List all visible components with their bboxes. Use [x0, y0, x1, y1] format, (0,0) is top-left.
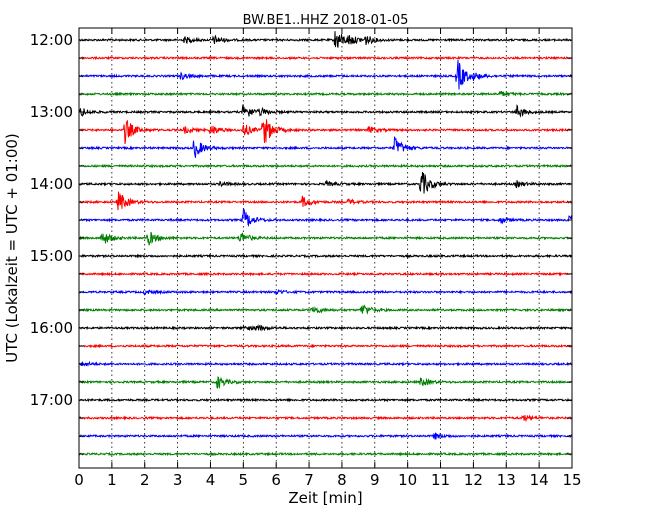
x-tick-label: 2 [140, 471, 150, 489]
x-tick-label: 4 [206, 471, 216, 489]
trace-1315 [78, 119, 573, 144]
x-tick-label: 14 [530, 471, 549, 489]
x-tick-label: 12 [464, 471, 483, 489]
trace-1230 [78, 60, 573, 90]
x-tick-label: 6 [271, 471, 281, 489]
trace-1645 [78, 376, 573, 389]
trace-1345 [78, 163, 573, 169]
x-tick-label: 8 [337, 471, 347, 489]
x-axis-label: Zeit [min] [288, 489, 362, 507]
plot-frame [78, 27, 573, 469]
x-tick-label: 5 [239, 471, 249, 489]
y-tick-label: 16:00 [30, 319, 73, 337]
trace-1700 [78, 397, 573, 403]
y-tick-label: 15:00 [30, 247, 73, 265]
trace-1300 [78, 104, 573, 118]
x-tick-label: 13 [497, 471, 516, 489]
trace-1330 [78, 136, 573, 158]
trace-1245 [78, 90, 573, 97]
x-tick-label: 3 [173, 471, 183, 489]
chart-title: BW.BE1..HHZ 2018-01-05 [243, 13, 409, 28]
trace-1630 [78, 360, 573, 367]
trace-1215 [78, 55, 573, 61]
x-tick-label: 15 [562, 471, 581, 489]
y-tick-label: 14:00 [30, 175, 73, 193]
x-tick-label: 0 [74, 471, 84, 489]
x-tick-label: 1 [107, 471, 117, 489]
trace-1200 [78, 31, 573, 48]
trace-1515 [78, 271, 573, 277]
x-tick-label: 7 [304, 471, 314, 489]
trace-1730 [78, 432, 573, 440]
plot-area [79, 28, 572, 468]
y-tick-label: 12:00 [30, 31, 73, 49]
trace-1545 [78, 304, 573, 315]
trace-1445 [78, 231, 573, 246]
y-tick-label: 13:00 [30, 103, 73, 121]
trace-1715 [78, 414, 573, 423]
trace-1400 [78, 172, 573, 194]
trace-1615 [78, 343, 573, 349]
trace-1430 [78, 208, 573, 227]
trace-1500 [78, 253, 573, 259]
trace-1745 [78, 451, 573, 457]
trace-1415 [78, 191, 573, 211]
y-tick-label: 17:00 [30, 391, 73, 409]
x-tick-label: 11 [431, 471, 450, 489]
trace-1600 [78, 323, 573, 332]
x-tick-label: 10 [398, 471, 417, 489]
trace-1530 [78, 289, 573, 296]
y-axis-label: UTC (Lokalzeit = UTC + 01:00) [3, 133, 21, 363]
x-tick-label: 9 [370, 471, 380, 489]
